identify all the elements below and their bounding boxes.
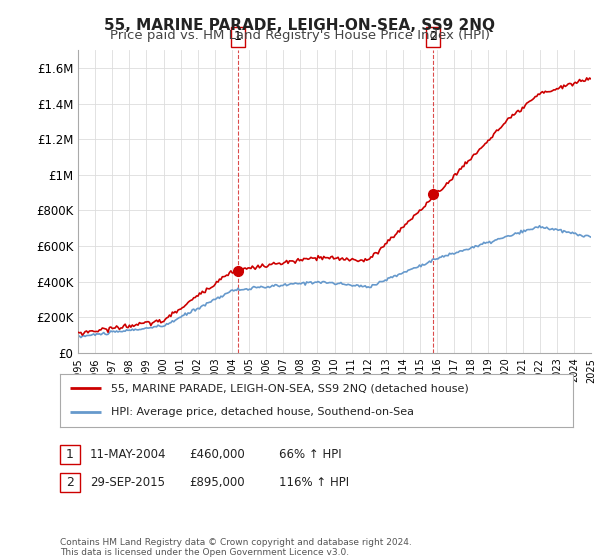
Text: Price paid vs. HM Land Registry's House Price Index (HPI): Price paid vs. HM Land Registry's House … bbox=[110, 29, 490, 42]
Text: £460,000: £460,000 bbox=[189, 448, 245, 461]
Text: 55, MARINE PARADE, LEIGH-ON-SEA, SS9 2NQ (detached house): 55, MARINE PARADE, LEIGH-ON-SEA, SS9 2NQ… bbox=[112, 384, 469, 394]
Text: Contains HM Land Registry data © Crown copyright and database right 2024.
This d: Contains HM Land Registry data © Crown c… bbox=[60, 538, 412, 557]
Text: 1: 1 bbox=[66, 448, 74, 461]
Text: 29-SEP-2015: 29-SEP-2015 bbox=[90, 476, 165, 489]
Text: 1: 1 bbox=[234, 30, 242, 44]
Text: 11-MAY-2004: 11-MAY-2004 bbox=[90, 448, 167, 461]
Text: 2: 2 bbox=[66, 476, 74, 489]
Text: 66% ↑ HPI: 66% ↑ HPI bbox=[279, 448, 341, 461]
Text: 55, MARINE PARADE, LEIGH-ON-SEA, SS9 2NQ: 55, MARINE PARADE, LEIGH-ON-SEA, SS9 2NQ bbox=[104, 18, 496, 33]
Text: 2: 2 bbox=[429, 30, 437, 44]
Text: 116% ↑ HPI: 116% ↑ HPI bbox=[279, 476, 349, 489]
Text: £895,000: £895,000 bbox=[189, 476, 245, 489]
Text: HPI: Average price, detached house, Southend-on-Sea: HPI: Average price, detached house, Sout… bbox=[112, 407, 415, 417]
